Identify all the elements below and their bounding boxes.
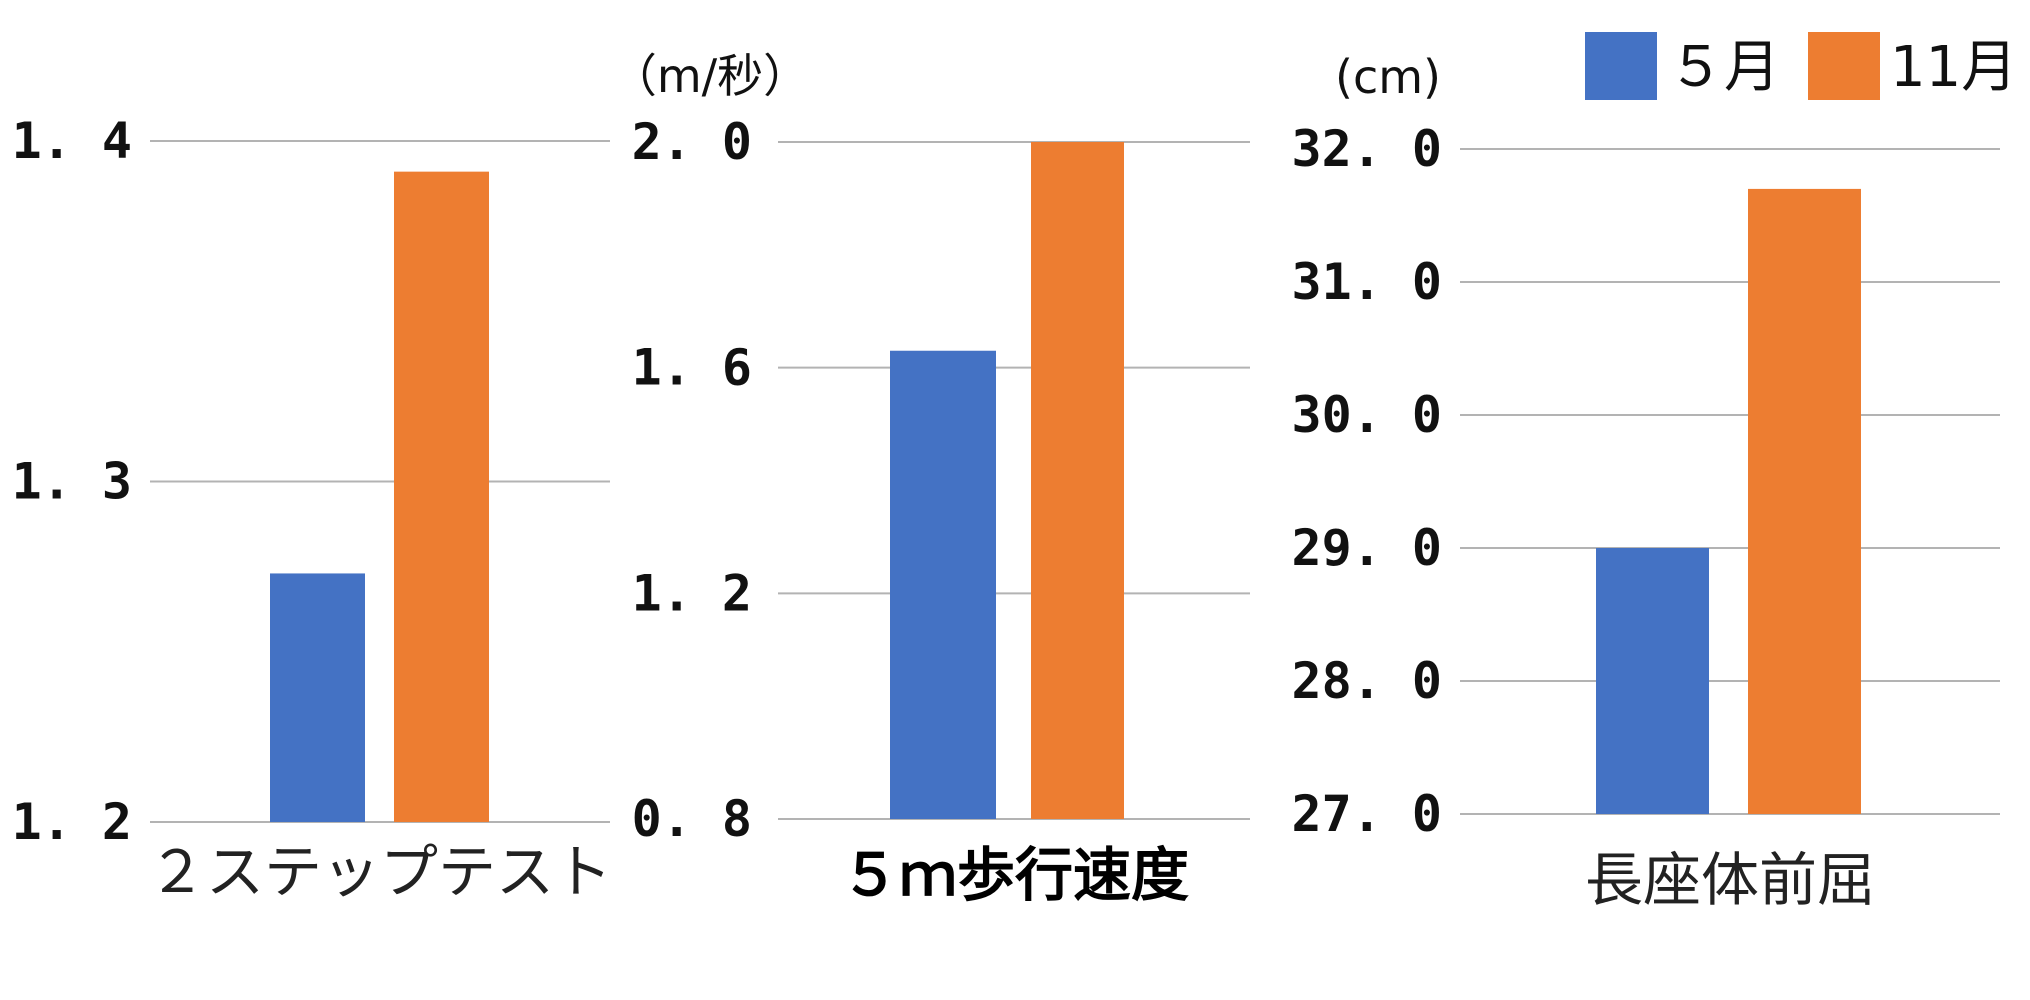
y-tick-label: 1. 3 xyxy=(12,453,132,511)
chart-panel-3: 32. 0 31. 0 30. 0 29. 0 28. 0 27. 0 (cm) 長座体前屈 xyxy=(1291,50,2000,914)
legend-label-may: ５月 xyxy=(1668,35,1780,100)
y-tick-label: 29. 0 xyxy=(1291,519,1442,577)
y-unit-label: (cm) xyxy=(1335,50,1441,104)
category-label: 長座体前屈 xyxy=(1585,846,1875,914)
chart-panel-2: 2. 0 1. 6 1. 2 0. 8 （m/秒） ５ｍ歩行速度 xyxy=(611,49,1250,909)
category-label: ５ｍ歩行速度 xyxy=(841,841,1189,909)
y-tick-label: 28. 0 xyxy=(1291,652,1442,710)
legend: ５月 11月 xyxy=(1585,32,2017,100)
y-unit-label: （m/秒） xyxy=(611,49,809,103)
legend-swatch-may xyxy=(1585,32,1657,100)
y-tick-label: 27. 0 xyxy=(1291,785,1442,843)
category-label: ２ステップテスト xyxy=(148,838,612,906)
legend-label-november: 11月 xyxy=(1890,35,2017,100)
chart-panel-1: 1. 4 1. 3 1. 2 ２ステップテスト xyxy=(12,112,612,906)
y-tick-label: 1. 2 xyxy=(12,793,132,851)
bar-november xyxy=(1031,142,1124,819)
bar-may xyxy=(270,573,365,822)
bar-november xyxy=(394,171,489,822)
bar-may xyxy=(890,350,996,819)
bar-november xyxy=(1748,188,1861,814)
y-tick-label: 30. 0 xyxy=(1291,386,1442,444)
y-tick-label: 1. 4 xyxy=(12,112,132,170)
y-tick-label: 2. 0 xyxy=(632,113,752,171)
legend-swatch-november xyxy=(1808,32,1880,100)
bar-may xyxy=(1596,548,1709,814)
y-tick-label: 31. 0 xyxy=(1291,253,1442,311)
y-tick-label: 1. 6 xyxy=(632,339,752,397)
y-tick-label: 0. 8 xyxy=(632,790,752,848)
y-tick-label: 32. 0 xyxy=(1291,120,1442,178)
y-tick-label: 1. 2 xyxy=(632,564,752,622)
